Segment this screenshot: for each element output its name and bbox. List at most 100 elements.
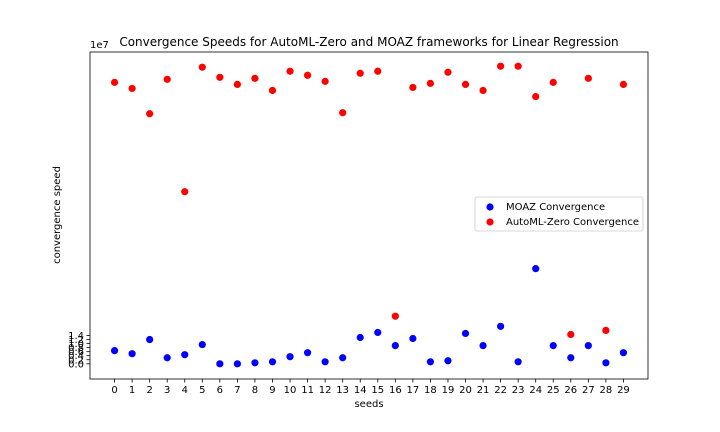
x-tick-label: 17 (407, 385, 420, 396)
x-tick-label: 19 (442, 385, 455, 396)
automl-zero-point (110, 78, 119, 86)
x-tick-label: 4 (182, 385, 188, 396)
automl-zero-point (532, 92, 540, 101)
moaz-point (356, 333, 364, 342)
x-tick-label: 8 (252, 385, 258, 396)
automl-zero-point (303, 71, 312, 79)
x-tick-label: 29 (617, 385, 630, 396)
automl-zero-point (602, 326, 610, 335)
automl-zero-point (181, 188, 189, 196)
automl-zero-point (619, 80, 628, 88)
automl-zero-point (514, 62, 522, 70)
automl-zero-point (461, 80, 470, 88)
y-tick-label: 0.0 (68, 359, 84, 370)
automl-zero-point (233, 80, 241, 88)
automl-zero-point (409, 83, 417, 92)
x-axis-label: seeds (354, 399, 383, 410)
moaz-point (549, 341, 557, 350)
legend: MOAZ Convergence AutoML-Zero Convergence (474, 196, 644, 232)
moaz-point (514, 358, 522, 366)
x-tick-label: 18 (424, 385, 437, 396)
moaz-point (426, 358, 435, 366)
automl-zero-point (426, 79, 435, 87)
x-axis: 0 1 2 3 4 5 6 7 8 9 10 11 12 13 14 15 16 17 18 19 20 21 22 23 24… (111, 379, 630, 396)
y-tick-label: 1.2 (68, 335, 84, 346)
y-tick-label: 1.0 (68, 339, 84, 350)
x-tick-label: 9 (269, 385, 275, 396)
x-tick-label: 16 (389, 385, 402, 396)
y-axis-label: convergence speed (52, 166, 63, 264)
moaz-point (619, 349, 628, 357)
moaz-point (479, 341, 487, 350)
x-tick-label: 14 (354, 385, 367, 396)
automl-zero-point (146, 110, 154, 118)
automl-zero-point (444, 68, 452, 76)
y-scale-label: 1e7 (90, 40, 109, 51)
x-tick-label: 24 (529, 385, 542, 396)
x-tick-label: 22 (494, 385, 507, 396)
moaz-point (461, 329, 470, 338)
plot-area (89, 51, 649, 380)
automl-zero-point (479, 86, 487, 95)
automl-zero-point (497, 62, 505, 70)
y-tick-label: 0.4 (68, 351, 84, 362)
x-tick-label: 0 (111, 385, 117, 396)
moaz-point (532, 265, 540, 273)
automl-zero-point (216, 73, 224, 81)
moaz-point (181, 351, 189, 359)
moaz-point (303, 349, 312, 357)
y-tick-label: 0.8 (68, 343, 84, 354)
moaz-point (391, 341, 399, 350)
moaz-point (251, 359, 259, 367)
moaz-point (110, 347, 119, 355)
x-tick-label: 25 (547, 385, 560, 396)
automl-zero-point (321, 77, 329, 85)
x-tick-label: 28 (600, 385, 613, 396)
legend-label-automl-zero: AutoML-Zero Convergence (506, 217, 639, 228)
x-tick-label: 7 (234, 385, 240, 396)
moaz-point (374, 328, 382, 337)
x-tick-label: 27 (582, 385, 595, 396)
moaz-point (409, 334, 417, 343)
x-tick-label: 2 (146, 385, 152, 396)
x-tick-label: 6 (217, 385, 223, 396)
automl-zero-point (339, 109, 347, 117)
automl-zero-point (286, 67, 294, 75)
x-tick-label: 23 (512, 385, 525, 396)
moaz-point (497, 322, 505, 330)
automl-zero-point (198, 63, 206, 71)
x-tick-label: 3 (164, 385, 170, 396)
moaz-point (602, 359, 610, 367)
automl-zero-point (356, 69, 364, 77)
x-tick-label: 20 (459, 385, 472, 396)
automl-zero-point (391, 312, 399, 320)
moaz-point (567, 354, 575, 362)
x-tick-label: 12 (319, 385, 332, 396)
x-tick-label: 26 (564, 385, 577, 396)
automl-zero-point (128, 84, 136, 93)
moaz-point (198, 340, 206, 349)
moaz-point (444, 357, 452, 365)
moaz-point (233, 360, 241, 368)
x-tick-label: 11 (301, 385, 314, 396)
moaz-point (286, 353, 294, 361)
moaz-point (268, 358, 277, 366)
automl-zero-point (567, 330, 575, 339)
x-tick-label: 10 (284, 385, 297, 396)
automl-zero-point (549, 78, 557, 86)
legend-box (474, 196, 644, 232)
legend-label-moaz: MOAZ Convergence (506, 202, 605, 213)
automl-zero-point (251, 74, 259, 82)
automl-zero-point (163, 75, 171, 83)
x-tick-label: 13 (336, 385, 349, 396)
y-tick-label: 0.2 (68, 355, 84, 366)
y-tick-label: 1.4 (68, 331, 84, 342)
y-tick-label: 0.6 (68, 347, 84, 358)
moaz-point (321, 358, 329, 366)
moaz-point (584, 341, 592, 350)
x-tick-label: 1 (129, 385, 135, 396)
x-tick-label: 15 (371, 385, 384, 396)
automl-zero-point (584, 74, 592, 82)
data-points (110, 62, 628, 368)
